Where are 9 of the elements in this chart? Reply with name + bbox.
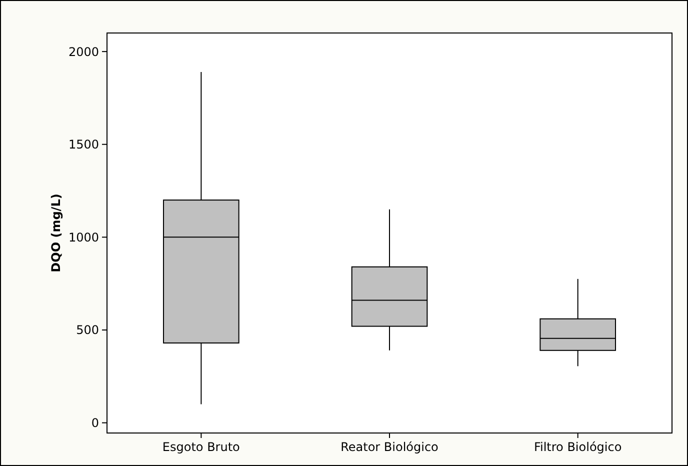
y-tick-label: 1000 <box>68 230 99 244</box>
x-tick-label: Reator Biológico <box>340 440 438 454</box>
x-tick-label: Esgoto Bruto <box>162 440 240 454</box>
y-tick-label: 500 <box>76 323 99 338</box>
y-tick-label: 1500 <box>68 138 99 152</box>
x-tick-label: Filtro Biológico <box>534 440 622 454</box>
y-axis-title: DQO (mg/L) <box>49 194 63 272</box>
y-tick-label: 0 <box>91 416 99 430</box>
y-tick-label: 2000 <box>68 44 99 59</box>
